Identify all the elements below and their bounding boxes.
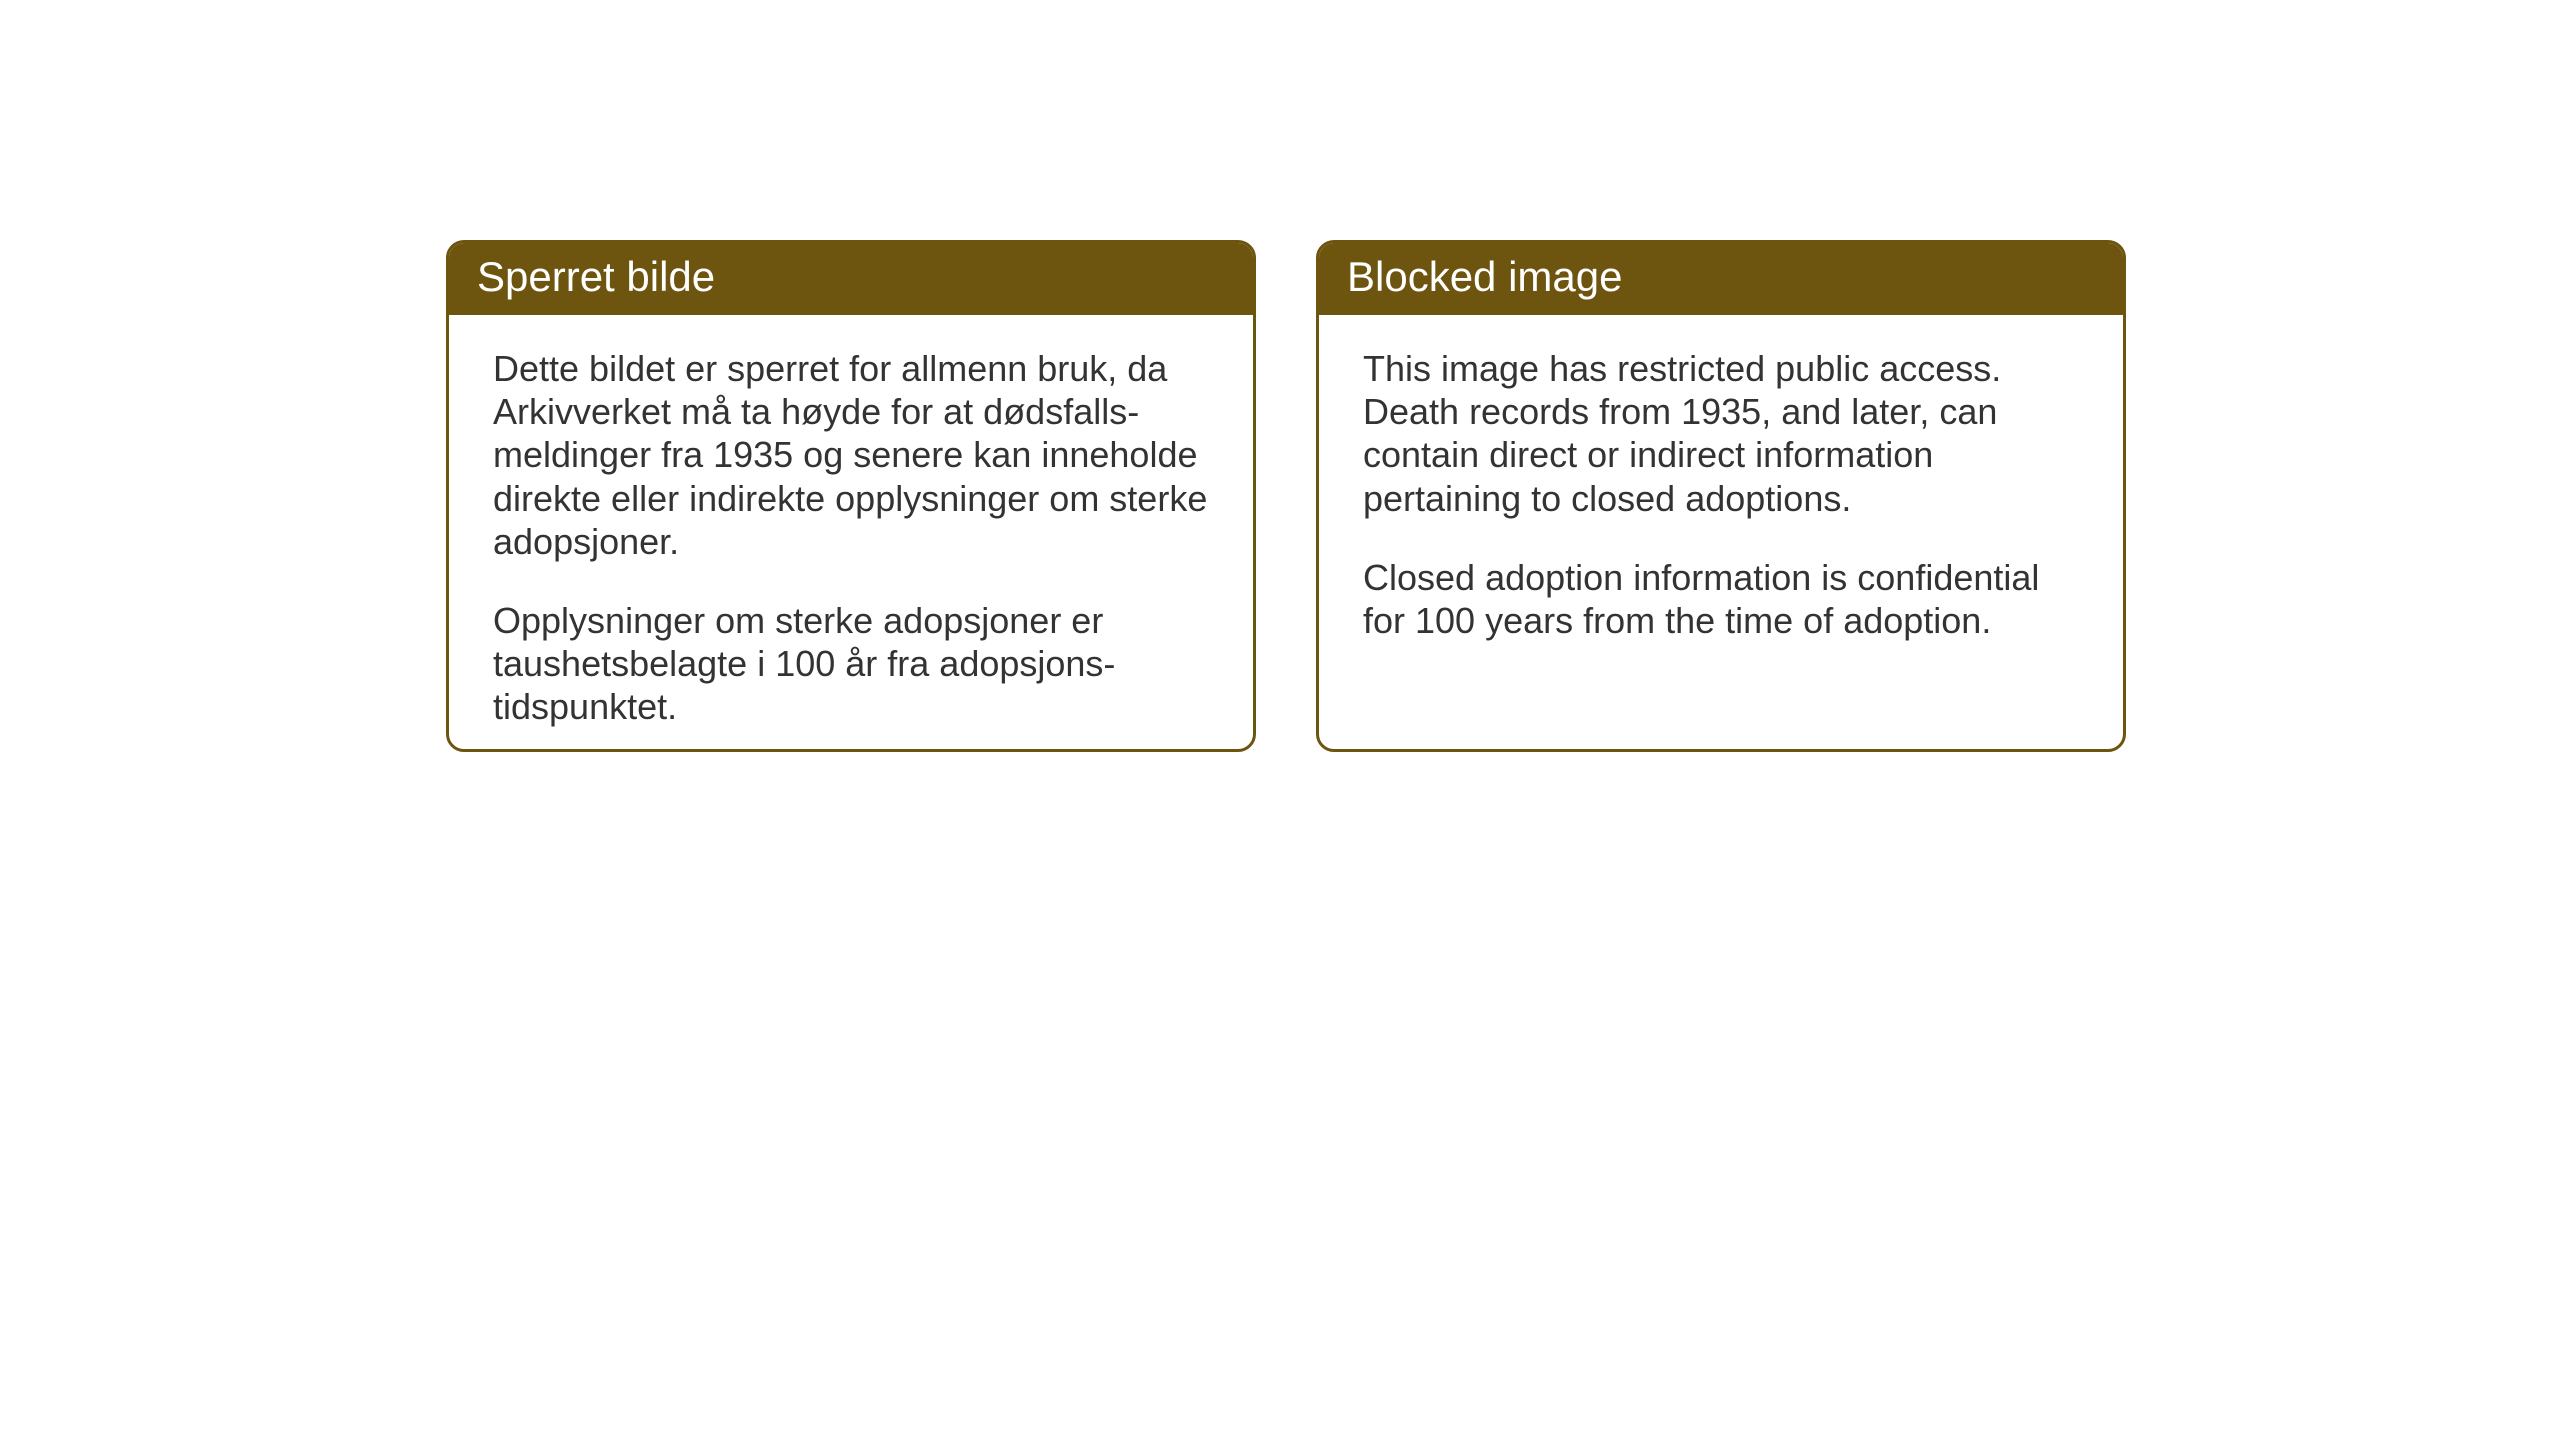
notice-card-norwegian: Sperret bilde Dette bildet er sperret fo… xyxy=(446,240,1256,752)
card-paragraph1-norwegian: Dette bildet er sperret for allmenn bruk… xyxy=(493,347,1209,563)
card-paragraph1-english: This image has restricted public access.… xyxy=(1363,347,2079,520)
card-body-norwegian: Dette bildet er sperret for allmenn bruk… xyxy=(449,315,1253,752)
card-title-english: Blocked image xyxy=(1347,253,1622,300)
card-body-english: This image has restricted public access.… xyxy=(1319,315,2123,682)
card-paragraph2-norwegian: Opplysninger om sterke adopsjoner er tau… xyxy=(493,599,1209,729)
notice-card-english: Blocked image This image has restricted … xyxy=(1316,240,2126,752)
card-header-english: Blocked image xyxy=(1319,243,2123,315)
card-paragraph2-english: Closed adoption information is confident… xyxy=(1363,556,2079,642)
card-header-norwegian: Sperret bilde xyxy=(449,243,1253,315)
card-title-norwegian: Sperret bilde xyxy=(477,253,715,300)
notice-container: Sperret bilde Dette bildet er sperret fo… xyxy=(446,240,2126,752)
